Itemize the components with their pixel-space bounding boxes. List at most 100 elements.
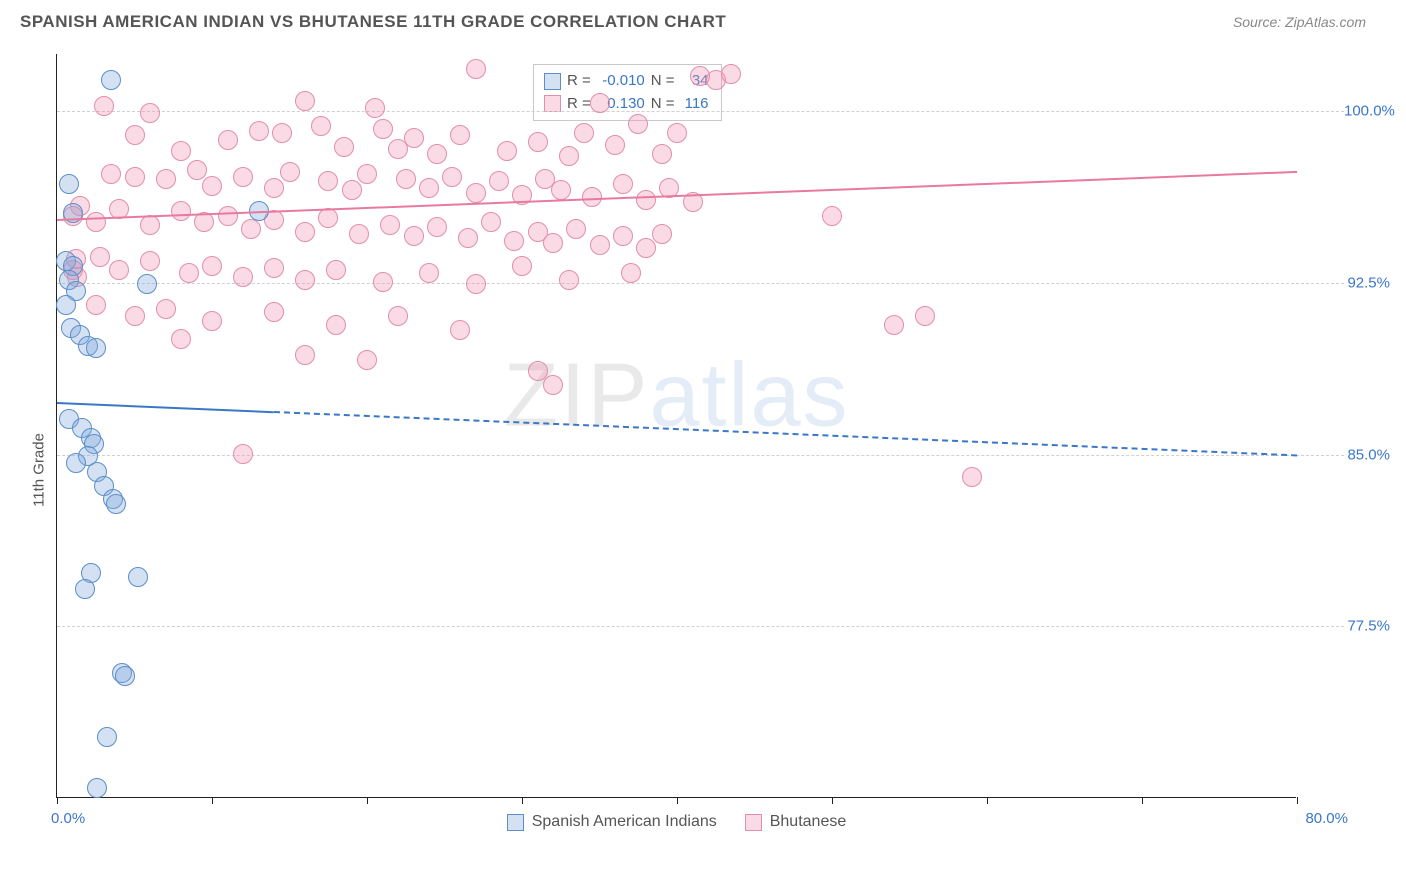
scatter-point: [171, 201, 191, 221]
x-tick: [57, 797, 58, 804]
scatter-point: [512, 256, 532, 276]
scatter-point: [497, 141, 517, 161]
legend-swatch-pink: [745, 814, 762, 831]
scatter-point: [311, 116, 331, 136]
scatter-point: [295, 270, 315, 290]
scatter-point: [202, 176, 222, 196]
scatter-point: [109, 260, 129, 280]
scatter-point: [442, 167, 462, 187]
scatter-point: [590, 93, 610, 113]
scatter-point: [357, 164, 377, 184]
scatter-point: [504, 231, 524, 251]
scatter-point: [125, 125, 145, 145]
chart-title: SPANISH AMERICAN INDIAN VS BHUTANESE 11T…: [20, 12, 726, 32]
scatter-point: [450, 320, 470, 340]
scatter-point: [86, 295, 106, 315]
scatter-point: [652, 144, 672, 164]
scatter-point: [419, 178, 439, 198]
scatter-point: [458, 228, 478, 248]
plot-area: ZIPatlas R = -0.010 N = 34 R = 0.130 N =…: [56, 54, 1296, 798]
scatter-point: [156, 169, 176, 189]
scatter-point: [342, 180, 362, 200]
scatter-point: [187, 160, 207, 180]
legend-swatch-pink: [544, 95, 561, 112]
scatter-point: [559, 270, 579, 290]
y-tick-label: 77.5%: [1344, 618, 1390, 635]
scatter-point: [87, 778, 107, 798]
scatter-point: [241, 219, 261, 239]
x-tick: [522, 797, 523, 804]
scatter-point: [605, 135, 625, 155]
scatter-point: [272, 123, 292, 143]
scatter-point: [396, 169, 416, 189]
legend-swatch-blue: [544, 73, 561, 90]
scatter-point: [489, 171, 509, 191]
scatter-point: [140, 103, 160, 123]
x-tick: [367, 797, 368, 804]
scatter-point: [551, 180, 571, 200]
scatter-point: [86, 338, 106, 358]
x-tick: [1142, 797, 1143, 804]
scatter-point: [179, 263, 199, 283]
scatter-point: [94, 96, 114, 116]
scatter-point: [373, 272, 393, 292]
scatter-point: [466, 183, 486, 203]
scatter-point: [66, 453, 86, 473]
scatter-point: [613, 174, 633, 194]
scatter-point: [233, 444, 253, 464]
scatter-point: [318, 208, 338, 228]
scatter-point: [450, 125, 470, 145]
x-tick: [677, 797, 678, 804]
scatter-point: [101, 164, 121, 184]
scatter-point: [543, 375, 563, 395]
y-tick-label: 100.0%: [1344, 103, 1390, 120]
scatter-point: [427, 144, 447, 164]
scatter-point: [574, 123, 594, 143]
x-tick-label-max: 80.0%: [1305, 810, 1348, 827]
y-tick-label: 85.0%: [1344, 446, 1390, 463]
gridline: [57, 626, 1344, 627]
scatter-point: [264, 178, 284, 198]
scatter-point: [295, 345, 315, 365]
legend-swatch-blue: [507, 814, 524, 831]
scatter-point: [56, 295, 76, 315]
scatter-point: [404, 226, 424, 246]
y-axis-label: 11th Grade: [30, 433, 47, 507]
trend-line: [274, 411, 1297, 456]
scatter-point: [137, 274, 157, 294]
scatter-point: [171, 141, 191, 161]
legend-r-value-1: -0.010: [597, 70, 645, 93]
scatter-point: [466, 59, 486, 79]
scatter-point: [140, 215, 160, 235]
source-label: Source: ZipAtlas.com: [1233, 14, 1366, 30]
scatter-point: [75, 579, 95, 599]
scatter-point: [264, 258, 284, 278]
chart-container: 11th Grade ZIPatlas R = -0.010 N = 34 R …: [0, 48, 1406, 892]
x-tick: [987, 797, 988, 804]
legend-item-series1: Spanish American Indians: [507, 813, 717, 831]
scatter-point: [721, 64, 741, 84]
scatter-point: [357, 350, 377, 370]
scatter-point: [318, 171, 338, 191]
scatter-point: [115, 666, 135, 686]
scatter-point: [86, 212, 106, 232]
watermark: ZIPatlas: [503, 344, 849, 447]
scatter-point: [373, 119, 393, 139]
scatter-point: [125, 306, 145, 326]
scatter-point: [884, 315, 904, 335]
trend-line: [57, 402, 274, 413]
scatter-point: [613, 226, 633, 246]
legend-row-series1: R = -0.010 N = 34: [544, 70, 709, 93]
scatter-point: [97, 727, 117, 747]
scatter-point: [621, 263, 641, 283]
scatter-point: [404, 128, 424, 148]
scatter-point: [380, 215, 400, 235]
scatter-point: [140, 251, 160, 271]
scatter-point: [962, 467, 982, 487]
scatter-point: [171, 329, 191, 349]
scatter-point: [481, 212, 501, 232]
scatter-point: [636, 190, 656, 210]
scatter-point: [419, 263, 439, 283]
scatter-point: [349, 224, 369, 244]
scatter-point: [125, 167, 145, 187]
